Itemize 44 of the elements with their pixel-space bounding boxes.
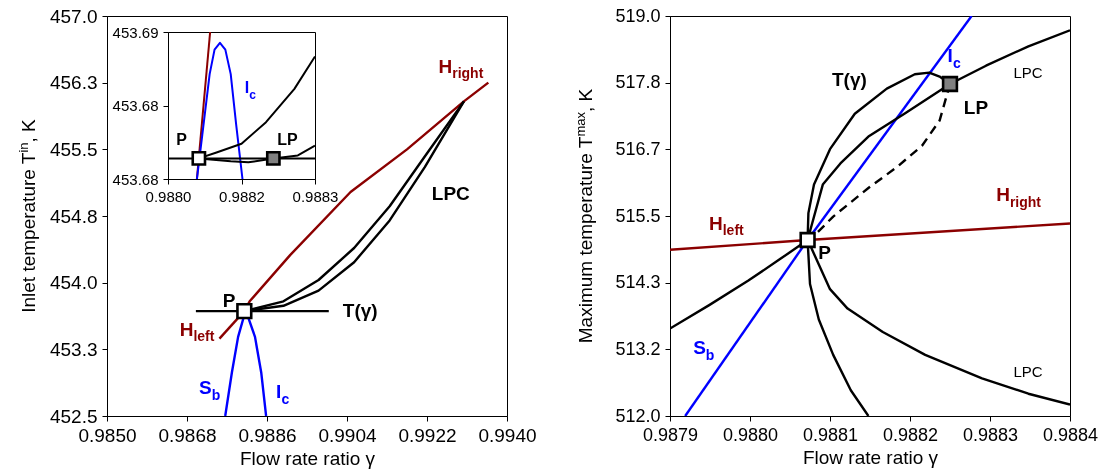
series-label: LPC xyxy=(1013,362,1043,380)
x-axis-title: Flow rate ratio γ xyxy=(239,447,376,469)
series-label: T(γ) xyxy=(831,68,867,90)
series-label: P xyxy=(818,242,832,263)
x-tick-label: 0.9880 xyxy=(722,424,779,445)
y-tick-label: 453.69 xyxy=(112,23,159,41)
series-label: P xyxy=(222,290,236,312)
x-tick-label: 0.9904 xyxy=(318,424,377,446)
series-label: LP xyxy=(963,97,989,118)
x-tick-label: 0.9886 xyxy=(238,424,297,446)
y-tick-label: 517.8 xyxy=(615,72,661,93)
y-tick-label: 457.0 xyxy=(49,5,98,27)
x-tick-label: 0.9882 xyxy=(882,424,939,445)
x-tick-label: 0.9881 xyxy=(802,424,859,445)
y-tick-label: 453.68 xyxy=(112,170,159,188)
y-tick-label: 512.0 xyxy=(615,405,661,426)
series-label: LPC xyxy=(1013,64,1043,82)
x-tick-label: 0.9940 xyxy=(478,424,537,446)
x-tick-label: 0.9850 xyxy=(78,424,137,446)
series-label: P xyxy=(176,131,188,149)
y-tick-label: 515.5 xyxy=(615,205,661,226)
x-axis-title: Flow rate ratio γ xyxy=(802,446,939,468)
x-tick-label: 0.9883 xyxy=(292,187,339,205)
y-tick-label: 453.3 xyxy=(49,338,98,360)
y-tick-label: 454.8 xyxy=(49,205,98,227)
x-tick-label: 0.9884 xyxy=(1042,424,1099,445)
y-tick-label: 456.3 xyxy=(49,72,98,94)
y-tick-label: 514.3 xyxy=(615,272,661,293)
y-tick-label: 516.7 xyxy=(615,138,661,159)
y-tick-label: 454.0 xyxy=(49,272,98,294)
x-tick-label: 0.9922 xyxy=(398,424,457,446)
y-tick-label: 455.5 xyxy=(49,138,98,160)
series-label: LP xyxy=(277,131,298,149)
y-tick-label: 453.68 xyxy=(112,97,159,114)
x-tick-label: 0.9879 xyxy=(642,424,699,445)
y-tick-label: 452.5 xyxy=(49,405,98,427)
x-tick-label: 0.9880 xyxy=(145,187,192,205)
series-label: T(γ) xyxy=(342,300,378,322)
x-tick-label: 0.9883 xyxy=(962,424,1019,445)
x-tick-label: 0.9882 xyxy=(219,187,265,205)
y-tick-label: 513.2 xyxy=(615,338,661,359)
y-tick-label: 519.0 xyxy=(615,5,661,26)
series-label: LPC xyxy=(431,183,471,205)
x-tick-label: 0.9868 xyxy=(158,424,217,446)
